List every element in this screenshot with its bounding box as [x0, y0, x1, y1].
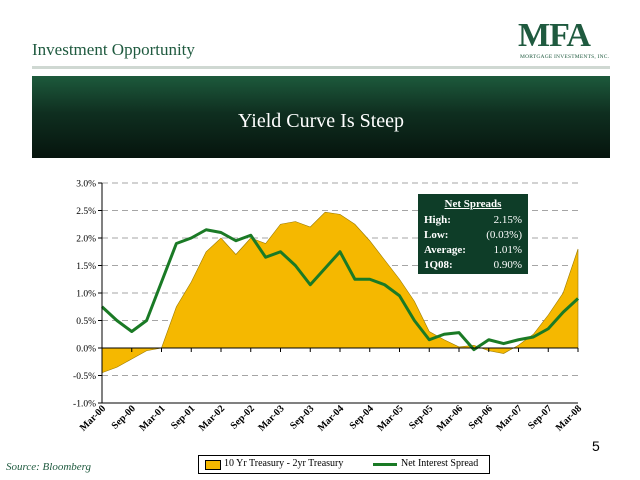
net-spreads-row-average: Average: 1.01%: [424, 244, 522, 258]
net-spreads-box: Net Spreads High: 2.15% Low: (0.03%) Ave…: [418, 194, 528, 274]
x-tick-label: Sep-06: [467, 403, 495, 431]
x-tick-label: Sep-03: [288, 403, 316, 431]
legend-swatch-area: [205, 460, 221, 470]
x-tick-label: Mar-02: [197, 403, 227, 433]
y-tick-label: 1.5%: [76, 262, 96, 272]
row-label: High:: [424, 214, 451, 226]
y-tick-label: 2.5%: [76, 207, 96, 217]
logo-subtext: MORTGAGE INVESTMENTS, INC.: [520, 54, 610, 60]
y-tick-label: 0.5%: [76, 317, 96, 327]
company-logo: MFA MORTGAGE INVESTMENTS, INC.: [518, 18, 614, 68]
x-tick-label: Mar-03: [256, 403, 286, 433]
x-tick-label: Mar-08: [554, 403, 584, 433]
x-tick-label: Sep-01: [169, 403, 197, 431]
row-value: (0.03%): [486, 229, 522, 241]
y-tick-label: -0.5%: [73, 372, 96, 382]
row-label: Average:: [424, 244, 466, 256]
net-spreads-title: Net Spreads: [444, 198, 502, 210]
net-spreads-row-low: Low: (0.03%): [424, 229, 522, 243]
legend-label-area: 10 Yr Treasury - 2yr Treasury: [224, 458, 344, 469]
page-number: 5: [592, 438, 600, 454]
area-series: [101, 211, 579, 374]
net-spreads-row-high: High: 2.15%: [424, 214, 522, 228]
title-banner: Yield Curve Is Steep: [32, 76, 610, 158]
row-value: 1.01%: [493, 244, 522, 256]
x-tick-label: Mar-07: [494, 403, 524, 433]
axes: [98, 182, 579, 404]
line-series: [100, 228, 580, 352]
y-tick-label: 0.0%: [76, 345, 96, 355]
header-divider: [32, 66, 610, 69]
x-tick-label: Sep-02: [229, 403, 257, 431]
net-spreads-row-1q08: 1Q08: 0.90%: [424, 259, 522, 273]
row-label: 1Q08:: [424, 259, 453, 271]
y-tick-label: 3.0%: [76, 180, 96, 190]
logo-text: MFA: [518, 17, 591, 54]
x-tick-label: Sep-04: [348, 403, 376, 431]
row-label: Low:: [424, 229, 449, 241]
x-tick-label: Sep-05: [407, 403, 435, 431]
y-tick-label: 1.0%: [76, 290, 96, 300]
source-note: Source: Bloomberg: [6, 461, 92, 473]
x-tick-label: Mar-06: [435, 403, 465, 433]
x-tick-label: Sep-07: [526, 403, 554, 431]
x-tick-label: Sep-00: [110, 403, 138, 431]
legend-swatch-line: [373, 463, 397, 466]
x-tick-label: Mar-04: [316, 403, 346, 433]
row-value: 2.15%: [493, 214, 522, 226]
y-tick-labels: 3.0% 2.5% 2.0% 1.5% 1.0% 0.5% 0.0% -0.5% -1.0%: [73, 180, 96, 410]
page-title: Investment Opportunity: [32, 40, 195, 59]
yield-curve-chart: 3.0% 2.5% 2.0% 1.5% 1.0% 0.5% 0.0% -0.5% -1.0% M…: [73, 180, 584, 434]
y-tick-label: -1.0%: [73, 400, 96, 410]
slide-title: Yield Curve Is Steep: [237, 110, 405, 132]
row-value: 0.90%: [493, 259, 522, 271]
treasury-spread-area: [101, 211, 579, 374]
chart-legend: 10 Yr Treasury - 2yr Treasury Net Intere…: [198, 455, 490, 474]
x-tick-label: Mar-05: [375, 403, 405, 433]
y-tick-label: 2.0%: [76, 235, 96, 245]
x-tick-labels: Mar-00 Sep-00 Mar-01 Sep-01 Mar-02 Sep-02 Mar-…: [78, 403, 584, 433]
x-tick-label: Mar-01: [137, 403, 167, 433]
net-interest-spread-line: [100, 228, 580, 352]
legend-label-line: Net Interest Spread: [401, 458, 479, 469]
